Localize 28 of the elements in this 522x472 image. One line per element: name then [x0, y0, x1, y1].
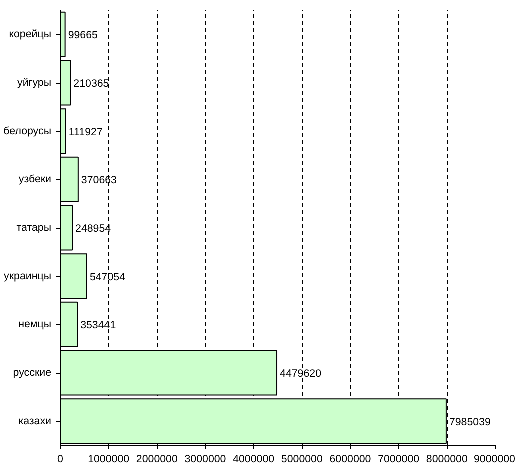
y-tick-label: белорусы [4, 125, 52, 138]
y-tick-label: татары [16, 222, 52, 234]
data-label: 99665 [68, 30, 98, 42]
x-tick-label: 3000000 [184, 454, 226, 466]
data-label: 210365 [74, 78, 110, 90]
x-tick-label: 5000000 [281, 454, 323, 466]
data-label: 111927 [68, 126, 103, 138]
y-tick-label: уйгуры [18, 77, 52, 89]
x-tick-label: 1000000 [88, 454, 130, 466]
data-label: 248954 [76, 223, 112, 235]
y-tick-label: узбеки [18, 174, 52, 186]
y-tick-label: казахи [18, 415, 52, 428]
x-tick-label: 9000000 [474, 454, 516, 466]
data-label: 4479620 [280, 368, 322, 380]
x-tick-label: 4000000 [233, 454, 275, 466]
data-label: 7985039 [449, 416, 492, 428]
y-tick-label: русские [13, 367, 52, 379]
x-tick-label: 6000000 [330, 454, 372, 466]
y-tick-label: немцы [18, 318, 52, 331]
x-tick-label: 0 [58, 454, 64, 466]
y-tick-label: корейцы [9, 28, 52, 41]
data-label: 547054 [90, 271, 126, 284]
x-tick-label: 8000000 [426, 454, 468, 466]
y-tick-label: украинцы [4, 270, 52, 282]
data-label: 370663 [81, 174, 118, 187]
x-tick-label: 2000000 [136, 454, 178, 466]
data-label: 353441 [80, 320, 116, 332]
x-tick-label: 7000000 [378, 454, 420, 466]
